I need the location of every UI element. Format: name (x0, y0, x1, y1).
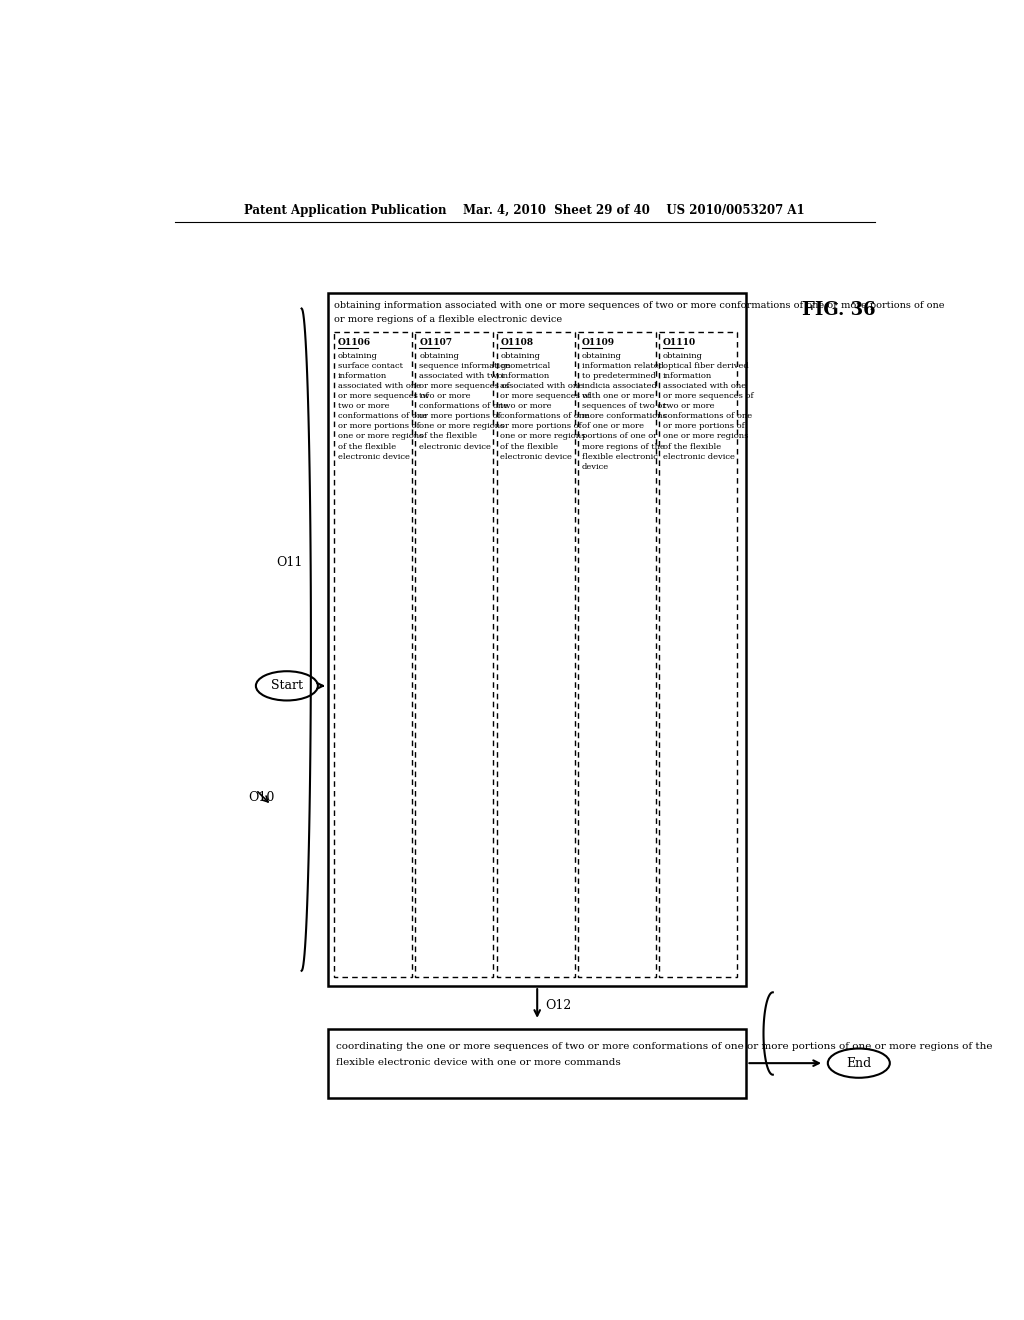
Text: obtaining
geometrical
information
associated with one
or more sequences of
two o: obtaining geometrical information associ… (501, 351, 591, 461)
Bar (416, 331, 494, 977)
Bar (328, 293, 746, 986)
Bar (497, 331, 574, 977)
Text: O10: O10 (248, 791, 274, 804)
Text: FIG. 36: FIG. 36 (802, 301, 876, 319)
Text: obtaining
sequence information
associated with two
or more sequences of
two or m: obtaining sequence information associate… (419, 351, 511, 450)
Text: O11: O11 (276, 556, 302, 569)
Text: O12: O12 (545, 999, 571, 1012)
Text: Start: Start (271, 680, 303, 693)
Text: obtaining information associated with one or more sequences of two or more confo: obtaining information associated with on… (334, 301, 945, 310)
Text: obtaining
surface contact
information
associated with one
or more sequences of
t: obtaining surface contact information as… (338, 351, 429, 461)
Text: O1107: O1107 (419, 338, 453, 347)
Bar (334, 331, 413, 977)
Text: O1108: O1108 (501, 338, 534, 347)
Text: End: End (846, 1056, 871, 1069)
Text: O1106: O1106 (338, 338, 371, 347)
Text: or more regions of a flexible electronic device: or more regions of a flexible electronic… (334, 314, 562, 323)
Text: coordinating the one or more sequences of two or more conformations of one or mo: coordinating the one or more sequences o… (336, 1043, 992, 1051)
Bar (659, 331, 737, 977)
Text: obtaining
optical fiber derived
information
associated with one
or more sequence: obtaining optical fiber derived informat… (663, 351, 754, 461)
Bar (328, 1028, 746, 1098)
Bar (578, 331, 656, 977)
Text: flexible electronic device with one or more commands: flexible electronic device with one or m… (336, 1057, 621, 1067)
Text: Patent Application Publication    Mar. 4, 2010  Sheet 29 of 40    US 2010/005320: Patent Application Publication Mar. 4, 2… (245, 205, 805, 218)
Text: obtaining
information related
to predetermined
indicia associated
with one or mo: obtaining information related to predete… (582, 351, 667, 471)
Text: O1110: O1110 (663, 338, 696, 347)
Text: O1109: O1109 (582, 338, 614, 347)
